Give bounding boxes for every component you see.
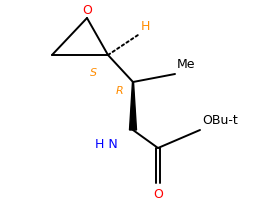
Text: OBu-t: OBu-t (202, 114, 238, 127)
Text: O: O (82, 4, 92, 17)
Text: S: S (90, 68, 98, 78)
Text: H: H (141, 20, 150, 33)
Text: Me: Me (177, 58, 196, 71)
Polygon shape (130, 82, 136, 130)
Text: H N: H N (95, 138, 118, 151)
Text: R: R (115, 86, 123, 96)
Text: O: O (153, 188, 163, 201)
